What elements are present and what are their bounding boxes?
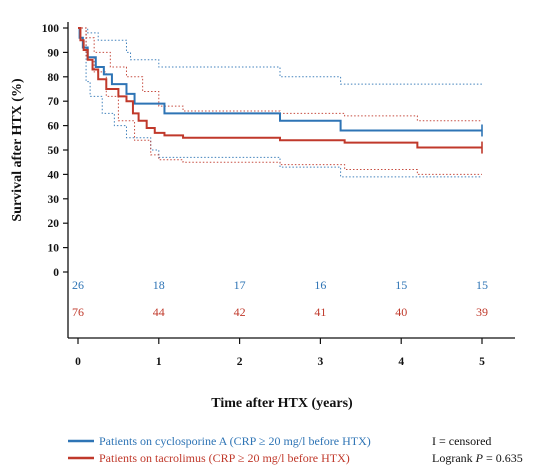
y-tick-label: 20: [48, 218, 60, 230]
confidence-band-tacrolimus-upper: [78, 27, 482, 122]
y-tick-label: 60: [48, 121, 60, 133]
x-tick-label: 1: [156, 356, 162, 368]
at-risk-cyclosporine: 15: [395, 278, 407, 292]
y-tick-label: 70: [48, 96, 60, 108]
at-risk-tacrolimus: 41: [314, 305, 326, 319]
at-risk-tacrolimus: 44: [153, 305, 165, 319]
confidence-band-tacrolimus-lower: [78, 27, 482, 175]
y-tick-label: 50: [48, 145, 60, 157]
x-tick-label: 2: [237, 356, 243, 368]
at-risk-cyclosporine: 15: [476, 278, 488, 292]
at-risk-tacrolimus: 40: [395, 305, 407, 319]
y-tick-label: 40: [48, 169, 60, 181]
confidence-band-cyclosporine-upper: [78, 27, 482, 85]
legend-label-cyclosporine: Patients on cyclosporine A (CRP ≥ 20 mg/…: [99, 434, 371, 448]
legend: Patients on cyclosporine A (CRP ≥ 20 mg/…: [68, 434, 523, 465]
y-tick-label: 30: [48, 194, 60, 206]
at-risk-cyclosporine: 26: [72, 278, 84, 292]
logrank-value: = 0.635: [483, 451, 523, 465]
at-risk-tacrolimus: 42: [234, 305, 246, 319]
x-tick-label: 0: [75, 356, 81, 368]
logrank-prefix: Logrank: [432, 451, 476, 465]
confidence-band-cyclosporine-lower: [78, 27, 482, 178]
survival-curve-tacrolimus: [78, 27, 482, 149]
y-tick-label: 0: [53, 267, 59, 279]
legend-label-tacrolimus: Patients on tacrolimus (CRP ≥ 20 mg/l be…: [99, 451, 350, 465]
at-risk-tacrolimus: 76: [72, 305, 84, 319]
at-risk-table: 26 18 17 16 15 15 76 44 42 41 40 39: [72, 278, 488, 319]
y-axis-title: Survival after HTX (%): [10, 78, 25, 222]
at-risk-cyclosporine: 18: [153, 278, 165, 292]
x-tick-label: 4: [398, 356, 404, 368]
x-axis-title: Time after HTX (years): [211, 396, 353, 411]
at-risk-tacrolimus: 39: [476, 305, 488, 319]
survival-curves: [78, 27, 483, 154]
at-risk-cyclosporine: 16: [314, 278, 326, 292]
axis-ticks: 0 10 20 30 40 50 60 70 80 90 100 0 1 2 3 4 5: [42, 23, 485, 368]
x-tick-label: 5: [479, 356, 485, 368]
logrank-p: P: [475, 451, 484, 465]
at-risk-cyclosporine: 17: [234, 278, 246, 292]
y-tick-label: 90: [48, 47, 60, 59]
logrank-note: Logrank P = 0.635: [432, 451, 523, 465]
censored-note: I = censored: [432, 434, 491, 448]
y-tick-label: 10: [48, 243, 60, 255]
y-tick-label: 80: [48, 72, 60, 84]
x-tick-label: 3: [318, 356, 324, 368]
confidence-bands: [78, 27, 482, 178]
y-tick-label: 100: [42, 23, 60, 35]
